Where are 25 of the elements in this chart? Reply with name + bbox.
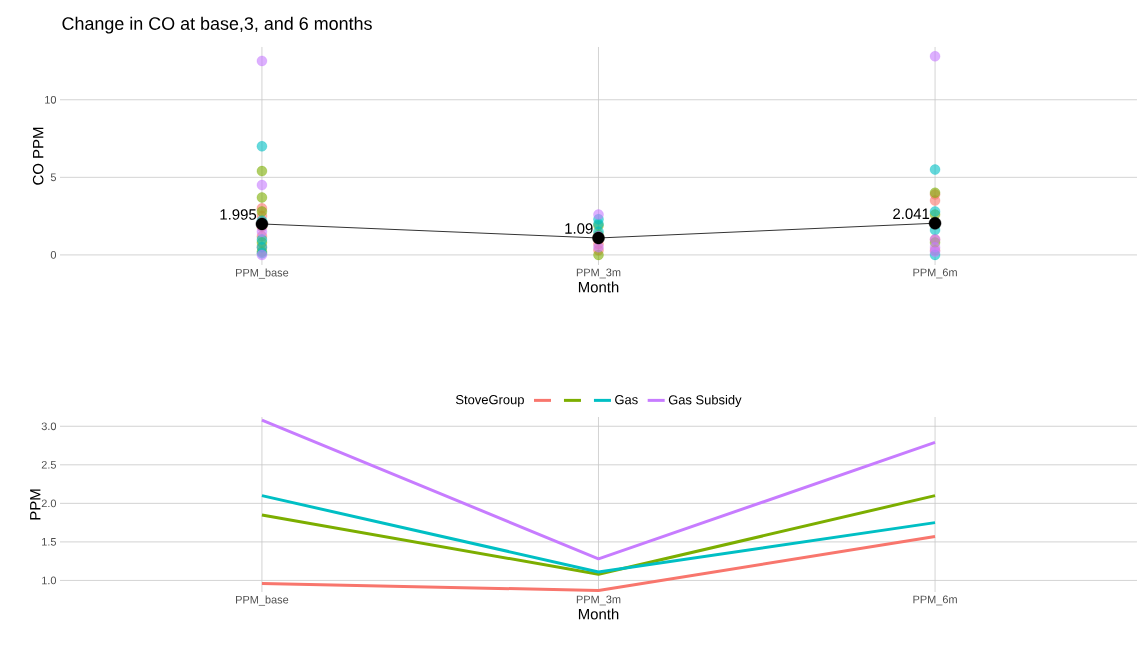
y-tick-label: 2.5 [41,460,57,469]
y-tick-label: 0 [50,251,57,259]
y-tick-label: 2.0 [41,499,57,508]
y-tick-label: 10 [45,95,57,104]
x-tick-label: PPM_base [236,595,289,606]
y-tick-label: 1.0 [42,576,57,585]
legend-label: Gas [615,395,638,405]
data-label: 2.041 [893,208,930,220]
y-axis-title: PPM [30,489,41,520]
legend-title: StoveGroup [455,395,524,407]
x-tick-label: PPM_3m [576,268,621,279]
y-tick-label: 1.5 [42,538,57,546]
y-tick-label: 3.0 [41,422,57,431]
y-axis-title: CO PPM [32,127,44,185]
x-axis-title: Month [578,281,619,293]
x-tick-label: PPM_base [236,268,289,279]
y-tick-label: 5 [50,173,57,182]
data-label: 1.09 [565,223,593,234]
chart-title: Change in CO at base,3, and 6 months [62,16,372,34]
x-tick-label: PPM_6m [913,268,957,279]
x-tick-label: PPM_3m [576,595,621,606]
x-axis-title: Month [578,608,619,620]
data-label: 1.995 [220,209,257,220]
x-tick-label: PPM_6m [913,595,957,606]
legend-label: Gas Subsidy [668,394,742,408]
